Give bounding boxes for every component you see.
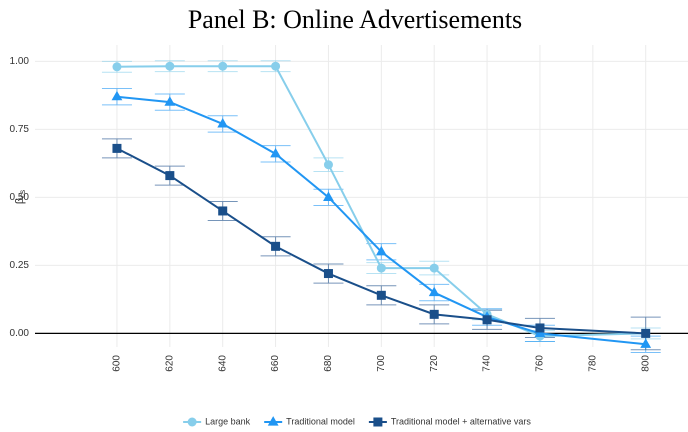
y-tick-label: 0.00 <box>10 328 30 339</box>
point <box>641 328 651 338</box>
point <box>375 245 387 256</box>
point <box>165 61 175 71</box>
y-tick-label: 1.00 <box>10 56 30 67</box>
x-tick-label: 640 <box>217 355 228 372</box>
y-label-subscript: cs <box>18 190 27 198</box>
y-axis-label: βcs <box>14 190 27 204</box>
point <box>271 61 281 71</box>
point <box>271 241 281 251</box>
y-tick-label: 0.25 <box>10 260 30 271</box>
point <box>217 118 229 128</box>
legend-marker <box>187 417 197 427</box>
y-tick-label: 0.50 <box>10 192 30 203</box>
legend-marker <box>267 416 279 426</box>
x-tick-label: 620 <box>164 355 175 372</box>
point <box>112 62 122 72</box>
point <box>640 338 652 348</box>
x-tick-label: 680 <box>323 355 334 372</box>
x-tick-label: 720 <box>429 355 440 372</box>
series-line <box>116 95 646 346</box>
point <box>164 96 176 106</box>
point <box>535 323 545 333</box>
point <box>323 269 333 279</box>
point <box>111 90 123 101</box>
point <box>376 263 386 273</box>
x-tick-label: 600 <box>112 355 123 372</box>
x-tick-label: 780 <box>587 355 598 372</box>
x-tick-label: 760 <box>535 355 546 372</box>
legend-marker <box>373 417 383 427</box>
point <box>323 160 333 170</box>
x-tick-label: 700 <box>376 355 387 372</box>
legend-label: Traditional model <box>286 416 355 426</box>
x-tick-label: 800 <box>640 355 651 372</box>
legend-label: Traditional model + alternative vars <box>391 416 531 426</box>
point <box>428 286 440 297</box>
point <box>376 290 386 300</box>
point <box>165 171 175 181</box>
point <box>482 315 492 325</box>
point <box>218 61 228 71</box>
legend-label: Large bank <box>205 416 251 426</box>
point <box>270 147 281 158</box>
point <box>112 143 122 153</box>
point <box>429 309 439 319</box>
y-tick-label: 0.75 <box>10 124 30 135</box>
point <box>218 206 228 216</box>
y-label-symbol: β <box>14 198 26 204</box>
chart-title: Panel B: Online Advertisements <box>188 5 522 34</box>
point <box>323 191 334 201</box>
x-tick-label: 660 <box>270 355 281 372</box>
series-line <box>116 147 646 335</box>
x-tick-label: 740 <box>482 355 493 372</box>
point <box>429 263 439 273</box>
